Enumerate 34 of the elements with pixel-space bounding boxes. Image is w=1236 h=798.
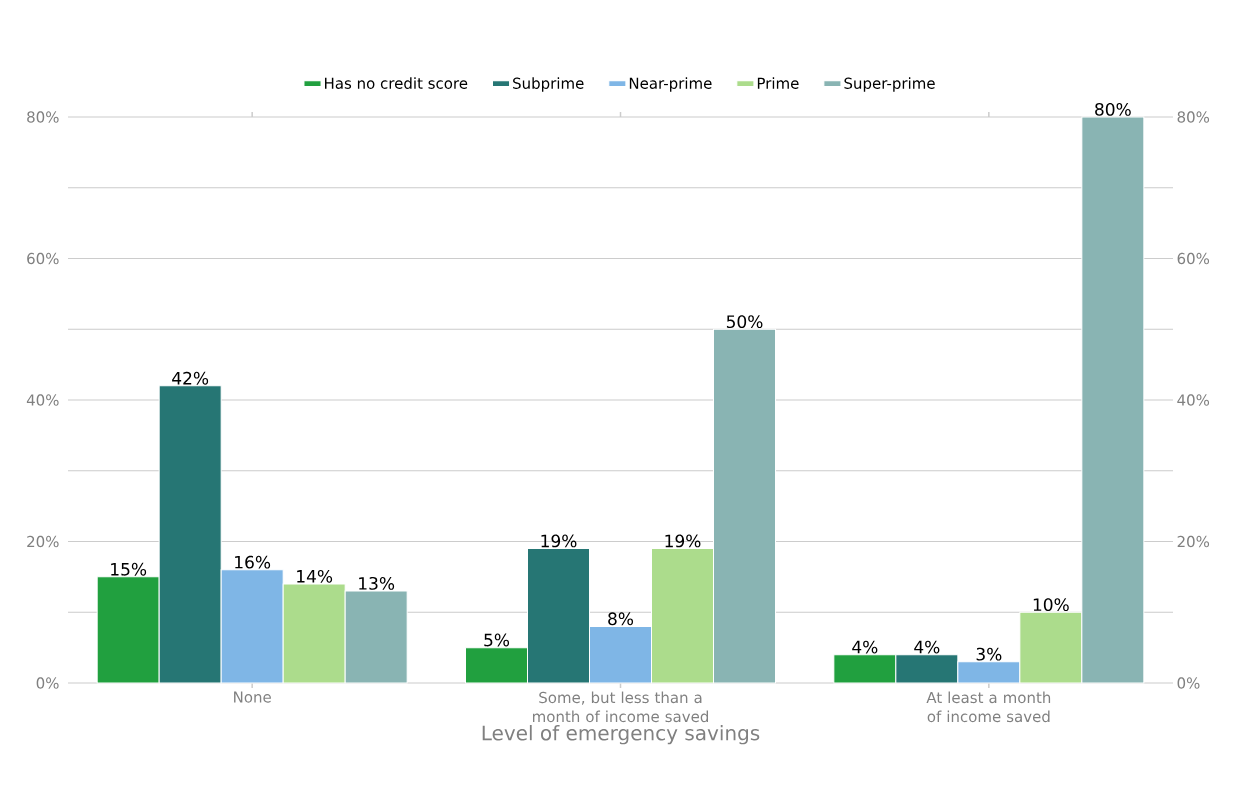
data-label: 42%	[172, 371, 209, 385]
data-label: 4%	[914, 640, 940, 654]
data-label: 5%	[484, 633, 510, 647]
y2-tick-label: 60%	[1177, 252, 1210, 265]
legend-label: Super-prime	[844, 77, 935, 92]
y2-tick-label: 40%	[1177, 394, 1210, 406]
data-label: 16%	[235, 555, 271, 569]
y-tick-label: 60%	[27, 252, 59, 265]
data-label: 3%	[976, 647, 1002, 661]
y2-tick-label: 0%	[1177, 677, 1200, 689]
data-label: 19%	[665, 534, 701, 548]
data-label: 14%	[297, 569, 333, 583]
y-tick-label: 80%	[27, 111, 59, 123]
legend-label: Has no credit score	[325, 77, 468, 89]
data-label: 8%	[608, 612, 634, 626]
data-label: 19%	[541, 534, 577, 548]
legend-label: Prime	[757, 77, 799, 89]
y2-tick-label: 80%	[1177, 111, 1210, 123]
x-tick-label: At least a month of income saved	[926, 691, 1051, 723]
legend-label: Subprime	[513, 77, 584, 92]
data-label: 15%	[111, 562, 147, 576]
data-label: 13%	[359, 576, 395, 590]
x-tick-label: None	[234, 691, 271, 703]
x-axis-title: Level of emergency savings	[482, 725, 760, 745]
x-tick-label: Some, but less than a month of income saved	[533, 691, 708, 723]
data-label: 4%	[852, 640, 878, 654]
legend-label: Near-prime	[629, 77, 712, 92]
y-tick-label: 20%	[27, 535, 59, 548]
data-label: 50%	[726, 315, 763, 329]
data-label: 10%	[1033, 598, 1069, 612]
y-tick-label: 0%	[36, 677, 59, 689]
data-label: 80%	[1095, 102, 1131, 116]
y2-tick-label: 20%	[1177, 535, 1210, 548]
y-tick-label: 40%	[26, 394, 59, 406]
